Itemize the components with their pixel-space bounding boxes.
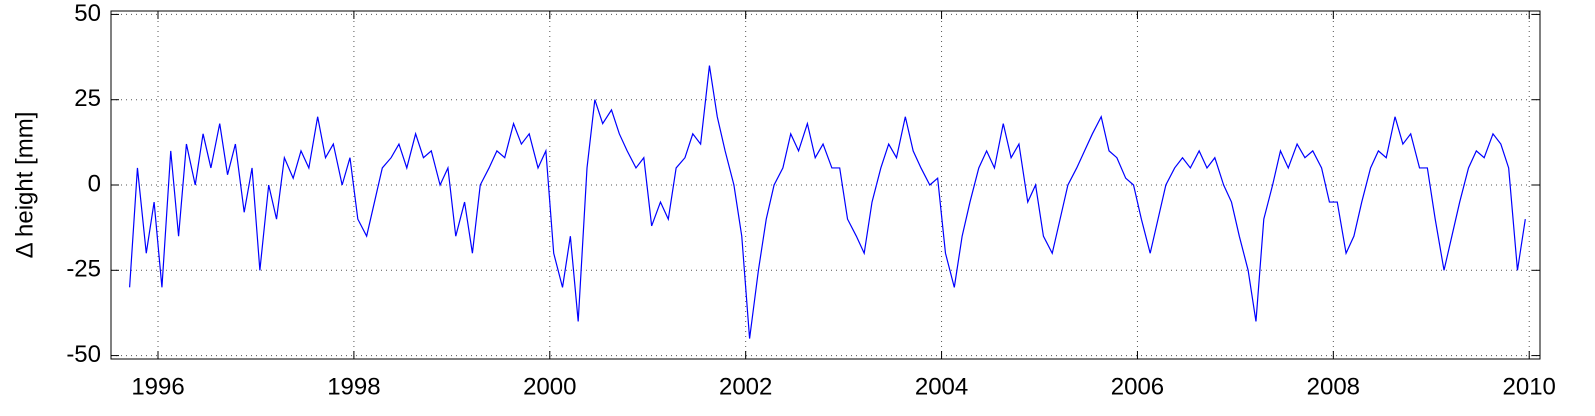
data-line (129, 65, 1526, 339)
y-tick-label: 25 (74, 85, 101, 112)
x-tick-label: 1998 (327, 373, 380, 400)
plot-frame (110, 10, 1541, 360)
x-tick-label: 1996 (131, 373, 184, 400)
x-tick-label: 2006 (1111, 373, 1164, 400)
x-tick-label: 2008 (1307, 373, 1360, 400)
x-tick-label: 2010 (1503, 373, 1556, 400)
x-tick-label: 2004 (915, 373, 968, 400)
y-tick-label: 0 (88, 170, 101, 197)
y-axis-label: Δ height [mm] (11, 112, 38, 259)
y-tick-label: -25 (66, 256, 101, 283)
x-tick-label: 2002 (719, 373, 772, 400)
x-tick-label: 2000 (523, 373, 576, 400)
y-tick-label: 50 (74, 0, 101, 27)
y-tick-label: -50 (66, 341, 101, 368)
